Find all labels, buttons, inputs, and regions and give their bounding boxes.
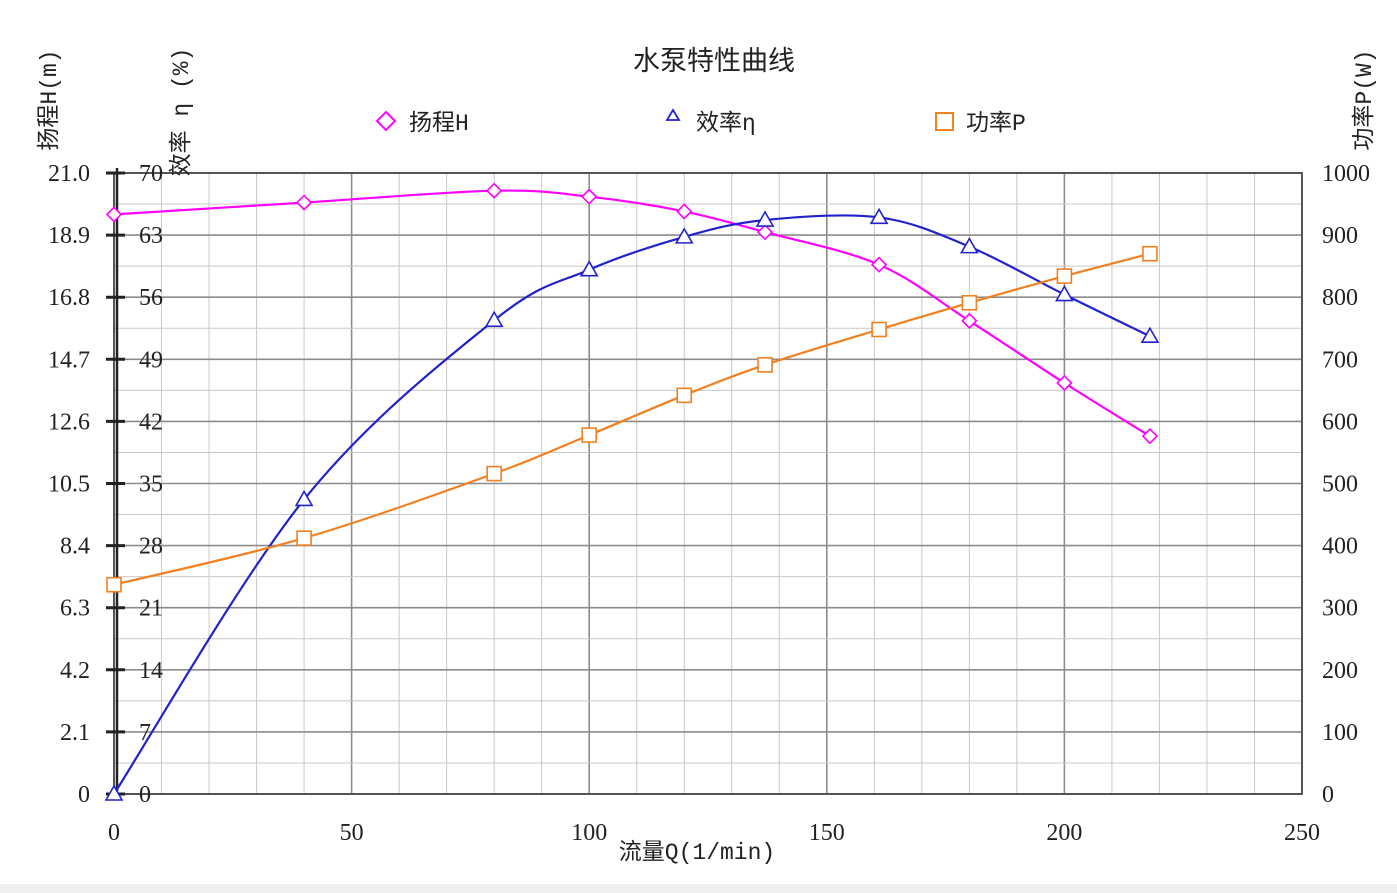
power-tick-label: 500 bbox=[1322, 472, 1358, 498]
power-tick-label: 200 bbox=[1322, 658, 1358, 684]
power-tick-label: 700 bbox=[1322, 347, 1358, 373]
efficiency-tick-label: 14 bbox=[139, 658, 163, 684]
data-point-head bbox=[756, 224, 774, 241]
efficiency-tick-label: 28 bbox=[139, 534, 163, 560]
head-tick-label: 12.6 bbox=[48, 409, 90, 435]
x-axis-label: 流量Q(1/min) bbox=[619, 839, 775, 866]
efficiency-tick-label: 49 bbox=[139, 347, 163, 373]
data-point-efficiency bbox=[294, 489, 314, 507]
legend-marker-head bbox=[375, 110, 397, 132]
data-point-efficiency bbox=[484, 310, 504, 328]
data-point-power bbox=[1142, 245, 1158, 262]
power-tick-label: 400 bbox=[1322, 534, 1358, 560]
data-point-head bbox=[1141, 428, 1159, 445]
efficiency-axis-label: 效率 η (%) bbox=[168, 48, 195, 177]
data-point-power bbox=[486, 465, 502, 482]
data-point-head bbox=[870, 256, 888, 273]
efficiency-tick-label: 63 bbox=[139, 223, 163, 249]
head-tick-label: 0 bbox=[78, 782, 90, 808]
data-point-head bbox=[1056, 374, 1073, 392]
head-tick-label: 4.2 bbox=[60, 658, 90, 684]
data-point-power bbox=[961, 294, 978, 311]
data-point-power bbox=[581, 427, 598, 443]
data-point-head bbox=[295, 194, 313, 211]
head-tick-label: 18.9 bbox=[48, 223, 90, 249]
chart-title: 水泵特性曲线 bbox=[633, 46, 795, 76]
data-point-head bbox=[961, 312, 978, 329]
legend-label-efficiency: 效率η bbox=[696, 110, 756, 137]
head-tick-label: 21.0 bbox=[48, 161, 90, 187]
data-point-power bbox=[871, 321, 887, 338]
power-axis-label: 功率P(W) bbox=[1351, 49, 1378, 150]
power-tick-label: 900 bbox=[1322, 223, 1358, 249]
data-point-head bbox=[486, 182, 503, 199]
head-axis-label: 扬程H(m) bbox=[36, 49, 63, 150]
x-tick-label: 100 bbox=[571, 820, 607, 846]
efficiency-tick-label: 35 bbox=[139, 472, 163, 498]
legend-label-head: 扬程H bbox=[409, 110, 469, 137]
x-tick-label: 150 bbox=[809, 820, 845, 846]
power-tick-label: 100 bbox=[1322, 720, 1358, 746]
efficiency-tick-label: 42 bbox=[139, 409, 163, 435]
legend-marker-power bbox=[935, 112, 954, 131]
power-tick-label: 600 bbox=[1322, 409, 1358, 435]
data-point-power bbox=[106, 576, 122, 593]
data-point-head bbox=[581, 188, 598, 205]
data-point-efficiency bbox=[674, 227, 694, 244]
data-point-power bbox=[1056, 268, 1073, 284]
data-point-power bbox=[757, 357, 773, 373]
legend-marker-efficiency bbox=[665, 108, 681, 121]
data-point-efficiency bbox=[104, 784, 124, 801]
legend: 扬程H 效率η 功率P bbox=[375, 108, 1026, 137]
head-tick-label: 10.5 bbox=[48, 472, 90, 498]
x-tick-label: 200 bbox=[1046, 820, 1082, 846]
bottom-strip bbox=[0, 884, 1397, 893]
x-tick-label: 250 bbox=[1284, 820, 1320, 846]
legend-label-power: 功率P bbox=[966, 110, 1026, 137]
x-tick-label: 0 bbox=[108, 820, 120, 846]
axes: 02.14.26.38.410.512.614.716.818.921.0071… bbox=[48, 161, 1370, 846]
power-tick-label: 1000 bbox=[1322, 161, 1370, 187]
efficiency-tick-label: 70 bbox=[139, 161, 163, 187]
power-tick-label: 300 bbox=[1322, 596, 1358, 622]
data-point-efficiency bbox=[755, 210, 775, 227]
power-tick-label: 0 bbox=[1322, 782, 1334, 808]
x-tick-label: 50 bbox=[340, 820, 364, 846]
head-tick-label: 8.4 bbox=[60, 534, 90, 560]
head-tick-label: 2.1 bbox=[60, 720, 90, 746]
efficiency-tick-label: 21 bbox=[139, 596, 163, 622]
data-point-head bbox=[105, 206, 123, 223]
series-layer bbox=[104, 182, 1160, 801]
efficiency-tick-label: 0 bbox=[139, 782, 151, 808]
power-tick-label: 800 bbox=[1322, 285, 1358, 311]
grid-lines bbox=[114, 173, 1302, 794]
head-tick-label: 6.3 bbox=[60, 596, 90, 622]
series-line-head bbox=[113, 189, 1151, 438]
head-tick-label: 14.7 bbox=[48, 347, 90, 373]
data-point-power bbox=[296, 530, 312, 546]
data-point-efficiency bbox=[1140, 326, 1160, 344]
data-point-head bbox=[676, 203, 693, 220]
data-point-efficiency bbox=[579, 260, 599, 277]
efficiency-tick-label: 56 bbox=[139, 285, 163, 311]
data-point-efficiency bbox=[959, 237, 979, 254]
data-point-efficiency bbox=[1055, 284, 1074, 302]
head-tick-label: 16.8 bbox=[48, 285, 90, 311]
data-point-power bbox=[676, 387, 693, 404]
data-point-efficiency bbox=[869, 207, 889, 225]
